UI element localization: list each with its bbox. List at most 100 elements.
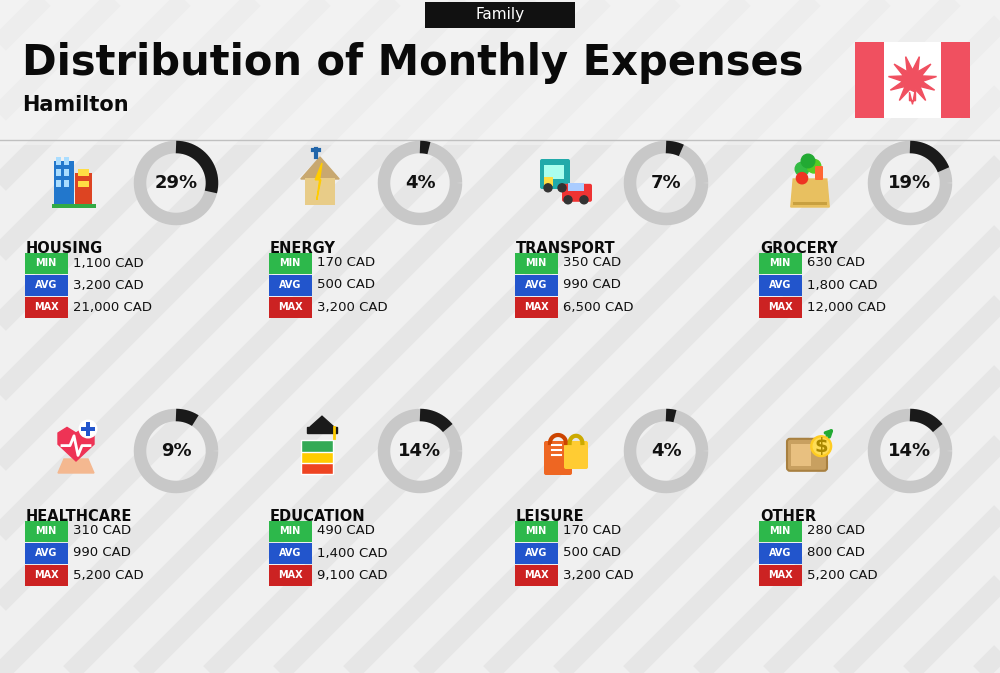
Circle shape xyxy=(811,436,832,456)
Circle shape xyxy=(564,196,572,204)
Text: AVG: AVG xyxy=(279,280,301,290)
FancyBboxPatch shape xyxy=(56,169,61,176)
FancyBboxPatch shape xyxy=(884,42,941,118)
FancyBboxPatch shape xyxy=(24,565,68,586)
Text: HEALTHCARE: HEALTHCARE xyxy=(26,509,132,524)
FancyBboxPatch shape xyxy=(64,180,69,187)
Text: 170 CAD: 170 CAD xyxy=(563,524,621,538)
Circle shape xyxy=(801,154,815,168)
Text: 21,000 CAD: 21,000 CAD xyxy=(73,301,152,314)
Text: 19%: 19% xyxy=(888,174,932,192)
FancyBboxPatch shape xyxy=(301,451,333,463)
FancyBboxPatch shape xyxy=(78,170,89,176)
FancyBboxPatch shape xyxy=(301,439,333,452)
Text: TRANSPORT: TRANSPORT xyxy=(516,241,616,256)
FancyBboxPatch shape xyxy=(54,161,74,205)
FancyBboxPatch shape xyxy=(268,275,312,295)
FancyBboxPatch shape xyxy=(24,275,68,295)
Text: MIN: MIN xyxy=(279,258,301,268)
Text: MIN: MIN xyxy=(525,526,547,536)
FancyBboxPatch shape xyxy=(787,439,827,471)
Text: EDUCATION: EDUCATION xyxy=(270,509,366,524)
FancyBboxPatch shape xyxy=(514,297,558,318)
Text: 4%: 4% xyxy=(405,174,435,192)
Text: MAX: MAX xyxy=(768,302,792,312)
Text: AVG: AVG xyxy=(769,280,791,290)
Text: MAX: MAX xyxy=(524,302,548,312)
FancyBboxPatch shape xyxy=(568,183,584,191)
FancyBboxPatch shape xyxy=(544,178,553,186)
Circle shape xyxy=(580,196,588,204)
Text: GROCERY: GROCERY xyxy=(760,241,838,256)
Circle shape xyxy=(79,420,97,438)
Text: 4%: 4% xyxy=(651,442,681,460)
Text: 12,000 CAD: 12,000 CAD xyxy=(807,301,886,314)
Circle shape xyxy=(807,160,821,173)
Text: AVG: AVG xyxy=(525,548,547,558)
FancyBboxPatch shape xyxy=(544,441,572,475)
FancyBboxPatch shape xyxy=(791,444,811,466)
Text: AVG: AVG xyxy=(279,548,301,558)
FancyBboxPatch shape xyxy=(855,42,884,118)
FancyBboxPatch shape xyxy=(540,159,570,189)
FancyBboxPatch shape xyxy=(305,178,335,205)
FancyBboxPatch shape xyxy=(86,422,90,436)
FancyBboxPatch shape xyxy=(544,165,564,179)
Text: 3,200 CAD: 3,200 CAD xyxy=(73,279,144,291)
FancyBboxPatch shape xyxy=(815,166,823,180)
Circle shape xyxy=(796,172,808,184)
Text: 350 CAD: 350 CAD xyxy=(563,256,621,269)
FancyBboxPatch shape xyxy=(64,169,69,176)
Text: 630 CAD: 630 CAD xyxy=(807,256,865,269)
Text: MIN: MIN xyxy=(35,258,57,268)
Text: MIN: MIN xyxy=(35,526,57,536)
Polygon shape xyxy=(310,416,334,427)
FancyBboxPatch shape xyxy=(514,542,558,563)
Text: 14%: 14% xyxy=(398,442,442,460)
Text: Distribution of Monthly Expenses: Distribution of Monthly Expenses xyxy=(22,42,804,84)
Text: MAX: MAX xyxy=(524,570,548,580)
Polygon shape xyxy=(315,163,322,200)
Text: AVG: AVG xyxy=(769,548,791,558)
Text: HOUSING: HOUSING xyxy=(26,241,103,256)
FancyBboxPatch shape xyxy=(941,42,970,118)
FancyBboxPatch shape xyxy=(268,542,312,563)
Text: 6,500 CAD: 6,500 CAD xyxy=(563,301,634,314)
Text: 500 CAD: 500 CAD xyxy=(317,279,375,291)
Text: LEISURE: LEISURE xyxy=(516,509,585,524)
FancyBboxPatch shape xyxy=(268,297,312,318)
FancyBboxPatch shape xyxy=(81,427,95,431)
FancyBboxPatch shape xyxy=(52,204,96,208)
FancyBboxPatch shape xyxy=(514,520,558,542)
FancyBboxPatch shape xyxy=(514,565,558,586)
Text: 310 CAD: 310 CAD xyxy=(73,524,131,538)
Text: MIN: MIN xyxy=(769,258,791,268)
Polygon shape xyxy=(888,57,937,104)
Text: 170 CAD: 170 CAD xyxy=(317,256,375,269)
FancyBboxPatch shape xyxy=(301,462,333,474)
FancyBboxPatch shape xyxy=(564,441,588,469)
Polygon shape xyxy=(58,427,94,461)
FancyBboxPatch shape xyxy=(562,184,592,202)
Polygon shape xyxy=(307,427,337,433)
Text: 990 CAD: 990 CAD xyxy=(73,546,131,559)
FancyBboxPatch shape xyxy=(64,157,69,165)
Text: MAX: MAX xyxy=(34,302,58,312)
FancyBboxPatch shape xyxy=(24,297,68,318)
Text: 990 CAD: 990 CAD xyxy=(563,279,621,291)
Text: ENERGY: ENERGY xyxy=(270,241,336,256)
FancyBboxPatch shape xyxy=(81,427,95,431)
Text: MAX: MAX xyxy=(34,570,58,580)
Text: Family: Family xyxy=(475,7,525,22)
FancyBboxPatch shape xyxy=(759,252,802,273)
FancyBboxPatch shape xyxy=(24,252,68,273)
Circle shape xyxy=(558,184,566,192)
Text: MIN: MIN xyxy=(769,526,791,536)
Text: 500 CAD: 500 CAD xyxy=(563,546,621,559)
FancyBboxPatch shape xyxy=(759,275,802,295)
Text: 1,400 CAD: 1,400 CAD xyxy=(317,546,388,559)
Polygon shape xyxy=(791,179,829,207)
Text: MAX: MAX xyxy=(278,302,302,312)
FancyBboxPatch shape xyxy=(56,180,61,187)
Text: 9,100 CAD: 9,100 CAD xyxy=(317,569,388,581)
